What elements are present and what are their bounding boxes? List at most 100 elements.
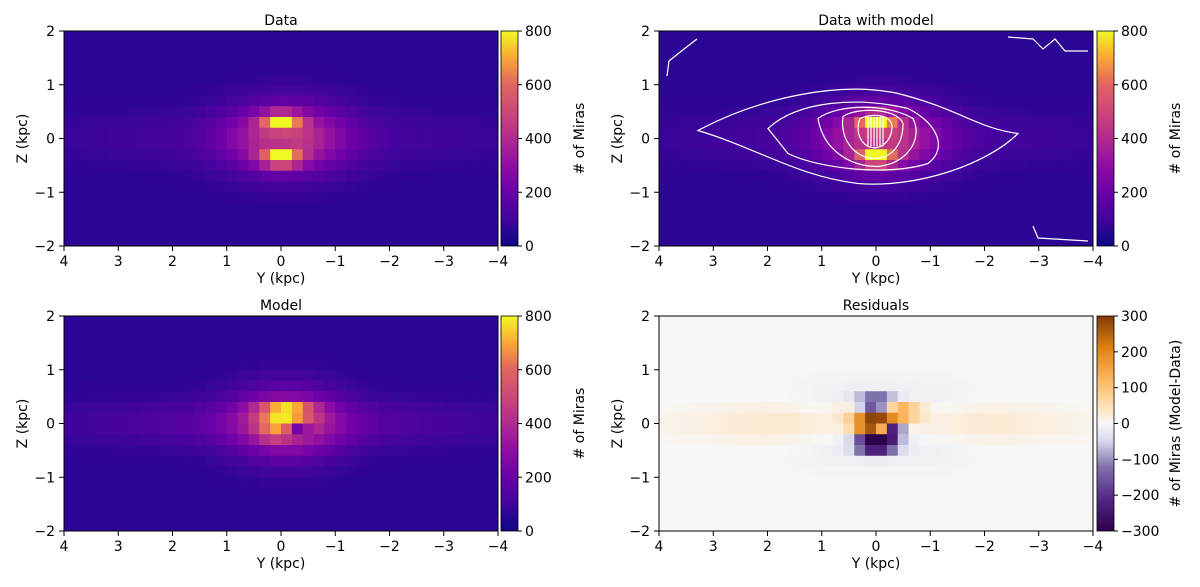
heatmap-cell: [810, 160, 823, 172]
heatmap-cell: [107, 369, 119, 381]
heatmap-cell: [821, 192, 834, 204]
heatmap-cell: [854, 434, 866, 446]
heatmap-cell: [930, 41, 942, 53]
heatmap-cell: [876, 369, 888, 381]
heatmap-cell: [1038, 170, 1051, 182]
heatmap-cell: [74, 509, 87, 521]
heatmap-cell: [378, 434, 390, 446]
heatmap-cell: [919, 488, 931, 500]
heatmap-cell: [1027, 170, 1040, 182]
heatmap-cell: [183, 149, 195, 161]
heatmap-cell: [756, 127, 768, 139]
heatmap-cell: [139, 31, 152, 43]
heatmap-cell: [734, 466, 747, 478]
heatmap-cell: [118, 74, 130, 86]
heatmap-cell: [1049, 203, 1061, 215]
heatmap-cell: [465, 337, 477, 349]
heatmap-cell: [1006, 488, 1018, 500]
heatmap-cell: [454, 106, 466, 118]
heatmap-cell: [454, 149, 466, 161]
heatmap-cell: [1060, 509, 1072, 521]
y-tick-label: 0: [46, 417, 55, 433]
heatmap-cell: [194, 52, 206, 64]
heatmap-cell: [659, 170, 671, 182]
heatmap-cell: [302, 391, 315, 403]
panel-title: Model: [260, 298, 302, 314]
heatmap-cell: [389, 391, 401, 403]
heatmap-cell: [821, 170, 834, 182]
heatmap-cell: [756, 391, 768, 403]
heatmap-cell: [476, 402, 488, 414]
heatmap-cell: [951, 170, 964, 182]
heatmap-cell: [302, 170, 315, 182]
heatmap-cell: [702, 181, 714, 193]
heatmap-cell: [767, 84, 779, 96]
heatmap-cell: [734, 391, 747, 403]
heatmap-cell: [951, 380, 964, 392]
heatmap-cell: [669, 326, 682, 338]
heatmap-cell: [356, 170, 369, 182]
heatmap-cell: [659, 380, 671, 392]
heatmap-cell: [973, 84, 985, 96]
heatmap-cell: [973, 466, 985, 478]
heatmap-cells: [64, 31, 499, 247]
heatmap-cell: [96, 488, 108, 500]
heatmap-cell: [129, 63, 141, 75]
heatmap-cell: [172, 74, 184, 86]
heatmap-cell: [432, 84, 445, 96]
heatmap-cell: [962, 402, 975, 414]
x-axis-label: Y (kpc): [256, 271, 306, 287]
heatmap-cell: [313, 213, 325, 225]
heatmap-cell: [659, 477, 671, 489]
heatmap-cell: [465, 63, 477, 75]
heatmap-cell: [172, 391, 184, 403]
heatmap-cell: [941, 52, 953, 64]
heatmap-cell: [1027, 235, 1040, 247]
heatmap-cell: [281, 348, 293, 360]
heatmap-cell: [85, 84, 98, 96]
heatmap-cell: [767, 181, 779, 193]
heatmap-cell: [984, 117, 996, 129]
heatmap-cell: [215, 391, 228, 403]
heatmap-cell: [973, 477, 985, 489]
heatmap-cell: [995, 224, 1007, 236]
heatmap-cell: [843, 348, 855, 360]
heatmap-cell: [205, 213, 217, 225]
heatmap-cell: [313, 316, 325, 328]
heatmap-cell: [129, 434, 141, 446]
heatmap-cell: [800, 498, 812, 510]
heatmap-cell: [237, 127, 249, 139]
heatmap-cell: [476, 369, 488, 381]
heatmap-cell: [443, 326, 456, 338]
heatmap-cell: [951, 359, 964, 371]
heatmap-cell: [129, 412, 141, 424]
heatmap-cell: [85, 213, 98, 225]
heatmap-cell: [669, 316, 682, 328]
heatmap-cell: [487, 138, 499, 150]
heatmap-cell: [443, 402, 456, 414]
heatmap-cell: [248, 423, 260, 435]
heatmap-cell: [810, 181, 823, 193]
heatmap-cell: [930, 213, 942, 225]
heatmap-cell: [713, 509, 725, 521]
heatmap-cell: [215, 466, 228, 478]
heatmap-cell: [756, 380, 768, 392]
heatmap-cell: [432, 477, 445, 489]
heatmap-cell: [107, 235, 119, 247]
heatmap-cell: [378, 337, 390, 349]
heatmap-cell: [1017, 74, 1029, 86]
heatmap-cell: [215, 316, 228, 328]
heatmap-cell: [767, 213, 779, 225]
heatmap-cell: [821, 181, 834, 193]
heatmap-cell: [1006, 170, 1018, 182]
heatmap-cell: [356, 181, 369, 193]
heatmap-cell: [789, 160, 801, 172]
heatmap-cell: [454, 316, 466, 328]
heatmap-cell: [1049, 402, 1061, 414]
heatmap-cell: [85, 63, 98, 75]
heatmap-cell: [1027, 138, 1040, 150]
heatmap-cell: [389, 412, 401, 424]
heatmap-cell: [1006, 477, 1018, 489]
heatmap-cell: [237, 348, 249, 360]
heatmap-cell: [64, 326, 76, 338]
